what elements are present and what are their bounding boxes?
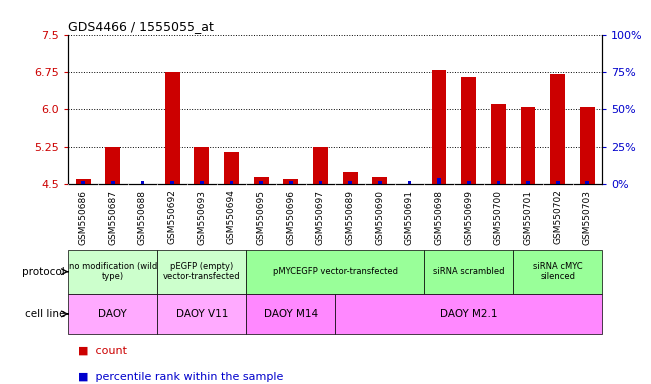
Text: GSM550703: GSM550703 <box>583 190 592 245</box>
Bar <box>521 107 535 184</box>
Bar <box>556 181 560 184</box>
Text: DAOY M14: DAOY M14 <box>264 309 318 319</box>
Bar <box>467 181 471 184</box>
Text: GSM550698: GSM550698 <box>435 190 443 245</box>
Bar <box>491 104 506 184</box>
Text: no modification (wild
type): no modification (wild type) <box>69 262 157 281</box>
Text: GDS4466 / 1555055_at: GDS4466 / 1555055_at <box>68 20 214 33</box>
Bar <box>141 181 145 184</box>
Bar <box>171 181 174 184</box>
Text: ■  percentile rank within the sample: ■ percentile rank within the sample <box>78 372 283 382</box>
Bar <box>246 250 424 294</box>
Text: GSM550689: GSM550689 <box>346 190 355 245</box>
Bar <box>165 72 180 184</box>
Bar <box>580 107 595 184</box>
Text: siRNA scrambled: siRNA scrambled <box>433 267 505 276</box>
Bar <box>195 147 209 184</box>
Text: GSM550687: GSM550687 <box>108 190 117 245</box>
Bar <box>81 181 85 184</box>
Text: GSM550690: GSM550690 <box>375 190 384 245</box>
Bar <box>372 177 387 184</box>
Text: GSM550686: GSM550686 <box>79 190 88 245</box>
Bar <box>246 294 335 334</box>
Text: GSM550691: GSM550691 <box>405 190 414 245</box>
Bar <box>432 70 447 184</box>
Text: GSM550702: GSM550702 <box>553 190 562 245</box>
Bar <box>342 172 357 184</box>
Text: pEGFP (empty)
vector-transfected: pEGFP (empty) vector-transfected <box>163 262 241 281</box>
Bar <box>111 181 115 184</box>
Bar <box>462 77 476 184</box>
Bar <box>259 181 263 184</box>
Bar <box>550 74 565 184</box>
Bar <box>254 177 269 184</box>
Bar <box>313 147 328 184</box>
Bar <box>408 181 411 184</box>
Bar <box>497 181 500 184</box>
Text: DAOY V11: DAOY V11 <box>176 309 228 319</box>
Text: GSM550693: GSM550693 <box>197 190 206 245</box>
Bar <box>158 294 246 334</box>
Text: GSM550692: GSM550692 <box>168 190 176 245</box>
Bar <box>105 147 120 184</box>
Text: GSM550699: GSM550699 <box>464 190 473 245</box>
Bar <box>424 250 513 294</box>
Bar <box>230 181 233 184</box>
Text: GSM550697: GSM550697 <box>316 190 325 245</box>
Bar <box>68 250 158 294</box>
Bar <box>335 294 602 334</box>
Bar <box>378 181 381 184</box>
Bar <box>68 294 158 334</box>
Bar <box>318 181 322 184</box>
Bar <box>526 181 530 184</box>
Bar <box>224 152 239 184</box>
Text: GSM550700: GSM550700 <box>494 190 503 245</box>
Bar <box>513 250 602 294</box>
Text: cell line: cell line <box>25 309 65 319</box>
Text: protocol: protocol <box>22 266 65 277</box>
Text: GSM550688: GSM550688 <box>138 190 147 245</box>
Bar <box>348 181 352 184</box>
Bar <box>158 250 246 294</box>
Bar <box>437 178 441 184</box>
Bar <box>200 181 204 184</box>
Text: pMYCEGFP vector-transfected: pMYCEGFP vector-transfected <box>273 267 398 276</box>
Text: GSM550696: GSM550696 <box>286 190 296 245</box>
Text: DAOY: DAOY <box>98 309 127 319</box>
Text: DAOY M2.1: DAOY M2.1 <box>440 309 497 319</box>
Bar <box>585 181 589 184</box>
Bar <box>289 181 293 184</box>
Text: ■  count: ■ count <box>78 345 127 355</box>
Text: GSM550694: GSM550694 <box>227 190 236 245</box>
Bar <box>283 179 298 184</box>
Text: siRNA cMYC
silenced: siRNA cMYC silenced <box>533 262 583 281</box>
Bar <box>76 179 90 184</box>
Text: GSM550701: GSM550701 <box>523 190 533 245</box>
Text: GSM550695: GSM550695 <box>256 190 266 245</box>
